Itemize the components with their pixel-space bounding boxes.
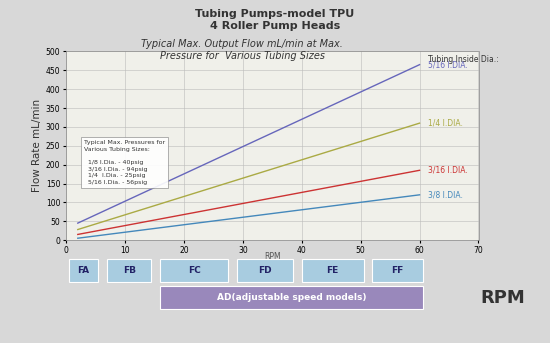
Bar [160,259,228,282]
Text: FF: FF [392,265,404,275]
Text: 3/8 I.DIA.: 3/8 I.DIA. [428,190,463,199]
Text: FE: FE [327,265,339,275]
Text: Tubing Pumps-model TPU: Tubing Pumps-model TPU [195,9,355,19]
Text: 4 Roller Pump Heads: 4 Roller Pump Heads [210,21,340,31]
Y-axis label: Flow Rate mL/min: Flow Rate mL/min [32,99,42,192]
Text: RPM: RPM [264,252,280,261]
Text: 1/4 I.DIA.: 1/4 I.DIA. [428,119,463,128]
Bar [107,259,151,282]
Bar [69,259,98,282]
Bar [302,259,364,282]
Text: RPM: RPM [481,289,525,307]
Bar [237,259,293,282]
Text: AD(adjustable speed models): AD(adjustable speed models) [217,293,366,302]
Bar [372,259,422,282]
Text: FD: FD [258,265,272,275]
Text: 5/16 I.DIA.: 5/16 I.DIA. [428,60,468,69]
Text: FB: FB [123,265,136,275]
Text: Tubing Inside Dia.:: Tubing Inside Dia.: [428,55,499,64]
Text: FC: FC [188,265,201,275]
Bar [160,286,422,309]
Text: 3/16 I.DIA.: 3/16 I.DIA. [428,166,468,175]
Text: Typical Max. Pressures for
Various Tubing Sizes:

  1/8 I.Dia. - 40psig
  3/16 I: Typical Max. Pressures for Various Tubin… [84,140,165,185]
Text: FA: FA [78,265,90,275]
Text: Typical Max. Output Flow mL/min at Max.
Pressure for  Various Tubing Sizes: Typical Max. Output Flow mL/min at Max. … [141,39,343,61]
